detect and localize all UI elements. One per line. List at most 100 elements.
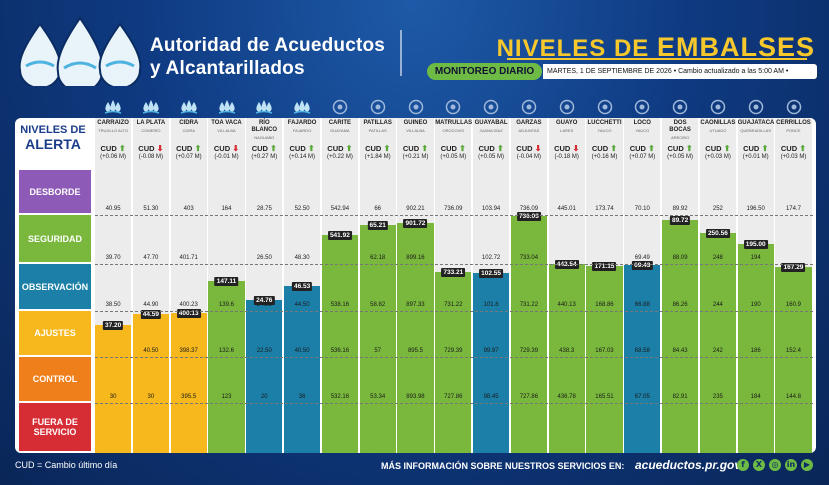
reservoir-column[interactable]: CAONILLAS UTUADO CUD ⬆ (+0.03 M) 252 248 244 24… xyxy=(699,118,736,453)
arrow-up-icon: ⬆ xyxy=(343,144,353,153)
reservoir-column[interactable]: CERRILLOS PONCE CUD ⬆ (+0.03 M) 174.7 160.9 15… xyxy=(775,118,812,453)
threshold-value: 729.39 xyxy=(444,348,463,354)
threshold-value: 252 xyxy=(712,206,723,212)
reservoir-name-text: RÍO BLANCO xyxy=(251,120,278,133)
threshold-value: 70.10 xyxy=(634,206,650,212)
cud-text: CUD xyxy=(176,144,193,153)
cud-label: CUD ⬆ xyxy=(171,144,207,153)
current-level-tag: 147.11 xyxy=(214,277,239,287)
cud-label: CUD ⬆ xyxy=(322,144,358,153)
threshold-value: 729.39 xyxy=(519,348,539,354)
reservoir-name: MATRULLAS OROCOVIS xyxy=(435,120,472,134)
arrow-up-icon: ⬆ xyxy=(305,144,315,153)
reservoir-column[interactable]: LA PLATA COMERÍO CUD ⬇ (-0.08 M) 51.30 47.70 4… xyxy=(132,118,169,453)
reservoir-column[interactable]: MATRULLAS OROCOVIS CUD ⬆ (+0.05 M) 736.09 731… xyxy=(435,118,472,453)
reservoir-town: YAUCO xyxy=(597,128,612,133)
organization-name: Autoridad de Acueductos y Alcantarillado… xyxy=(150,34,385,80)
threshold-value: 902.21 xyxy=(406,206,425,212)
linkedin-icon[interactable]: in xyxy=(785,459,797,471)
reservoir-column[interactable]: GUAJATACA QUEBRADILLAS CUD ⬆ (+0.01 M) 196.5… xyxy=(737,118,774,453)
threshold-value: 897.33 xyxy=(406,302,425,308)
reservoir-marker-icon xyxy=(520,99,538,115)
website-link[interactable]: acueductos.pr.gov xyxy=(635,458,742,472)
current-level-tag: 65.21 xyxy=(367,221,388,231)
cud-label: CUD ⬆ xyxy=(473,144,509,153)
reservoir-column[interactable]: RÍO BLANCO NAGUABO CUD ⬆ (+0.27 M) 28.75 26.5… xyxy=(246,118,283,453)
alert-level-label: FUERA DE SERVICIO xyxy=(32,417,78,437)
reservoir-column[interactable]: GARZAS ADJUNTAS CUD ⬇ (-0.04 M) 736.09 733.04… xyxy=(510,118,547,453)
reservoir-name: DOS BOCAS ARECIBO xyxy=(662,120,698,141)
cud-change-value: (+0.05 M) xyxy=(478,154,505,160)
reservoir-town: ADJUNTAS xyxy=(518,128,540,133)
arrow-up-icon: ⬆ xyxy=(608,144,618,153)
reservoir-name: RÍO BLANCO NAGUABO xyxy=(246,120,282,141)
header-divider xyxy=(400,30,402,76)
page-title: NIVELES DE EMBALSES xyxy=(497,32,815,63)
reservoir-name: CARITE GUAYAMA xyxy=(322,120,358,134)
cud-legend: CUD = Cambio último día xyxy=(15,460,118,470)
reservoir-column[interactable]: CIDRA CIDRA CUD ⬆ (+0.07 M) 403 401.71 400.23 3… xyxy=(170,118,207,453)
threshold-value: 196.50 xyxy=(746,206,765,212)
reservoir-level-fill xyxy=(586,265,623,453)
cud-change-value: (+0.21 M) xyxy=(402,154,429,160)
threshold-value: 36 xyxy=(298,394,306,400)
reservoir-column[interactable]: TOA VACA VILLALBA CUD ⬇ (-0.01 M) 164 139.6 13… xyxy=(208,118,245,453)
cud-text: CUD xyxy=(629,144,646,153)
reservoir-column[interactable]: CARITE GUAYAMA CUD ⬆ (+0.22 M) 542.94 538.16 5… xyxy=(321,118,358,453)
threshold-value: 84.43 xyxy=(672,348,688,354)
reservoir-town: PATILLAS xyxy=(368,128,387,133)
reservoir-town: COMERÍO xyxy=(141,128,161,133)
reservoir-column[interactable]: GUAYO LARES CUD ⬇ (-0.18 M) 445.01 440.13 438.… xyxy=(548,118,585,453)
reservoir-name: CIDRA CIDRA xyxy=(171,120,207,134)
threshold-value: 144.8 xyxy=(785,394,801,400)
reservoir-column[interactable]: GUAYABAL JUANA DÍAZ CUD ⬆ (+0.05 M) 103.94 10… xyxy=(473,118,510,453)
reservoir-name-text: LUCCHETTI xyxy=(587,120,622,126)
reservoir-level-fill xyxy=(359,225,396,453)
instagram-icon[interactable]: ◎ xyxy=(769,459,781,471)
current-level-tag: 46.53 xyxy=(291,281,313,291)
cud-label: CUD ⬆ xyxy=(435,144,471,153)
reservoir-column[interactable]: FAJARDO FAJARDO CUD ⬆ (+0.14 M) 52.50 48.30 44… xyxy=(284,118,321,453)
reservoir-column[interactable]: CARRAIZO TRUJILLO ALTO CUD ⬆ (+0.06 M) 40.95… xyxy=(95,118,132,453)
cud-label: CUD ⬇ xyxy=(549,144,585,153)
threshold-value: 538.16 xyxy=(330,302,350,308)
reservoir-column[interactable]: PATILLAS PATILLAS CUD ⬆ (+1.84 M) 66 62.18 58.… xyxy=(359,118,396,453)
threshold-value: 98.45 xyxy=(483,394,499,400)
alert-header: NIVELES DE ALERTA xyxy=(19,124,87,152)
reservoir-column[interactable]: GUINEO VILLALBA CUD ⬆ (+0.21 M) 902.21 899.16… xyxy=(397,118,434,453)
reservoir-column[interactable]: DOS BOCAS ARECIBO CUD ⬆ (+0.05 M) 89.92 88.09… xyxy=(662,118,699,453)
cud-text: CUD xyxy=(516,144,533,153)
facebook-icon[interactable]: f xyxy=(737,459,749,471)
reservoir-name: GUAYO LARES xyxy=(549,120,585,134)
reservoir-marker-icon xyxy=(369,99,387,115)
reservoir-name-text: CARRAIZO xyxy=(97,120,129,126)
x-icon[interactable]: X xyxy=(753,459,765,471)
reservoir-town: JUANA DÍAZ xyxy=(479,128,503,133)
reservoir-marker-icon xyxy=(407,99,425,115)
threshold-value: 893.98 xyxy=(406,394,425,400)
reservoir-name-text: CARITE xyxy=(328,120,352,126)
reservoir-column[interactable]: LUCCHETTI YAUCO CUD ⬆ (+0.16 M) 173.74 168.86… xyxy=(586,118,623,453)
reservoir-name: CERRILLOS PONCE xyxy=(775,120,811,134)
threshold-value: 20 xyxy=(260,394,268,400)
reservoir-marker-icon xyxy=(709,99,727,115)
current-level-tag: 733.21 xyxy=(441,267,466,277)
threshold-value: 152.4 xyxy=(785,348,801,354)
cud-text: CUD xyxy=(251,144,268,153)
alert-header-line-1: NIVELES DE xyxy=(20,124,86,136)
cud-label: CUD ⬆ xyxy=(246,144,282,153)
threshold-value: 731.22 xyxy=(519,302,539,308)
threshold-value: 47.70 xyxy=(143,255,159,261)
reservoir-marker-icon xyxy=(558,99,576,115)
reservoir-column[interactable]: LOCO YAUCO CUD ⬆ (+0.07 M) 70.10 69.49 66.88 68… xyxy=(624,118,661,453)
alert-level-label: DESBORDE xyxy=(29,186,81,197)
cud-text: CUD xyxy=(478,144,495,153)
threshold-value: 165.51 xyxy=(595,394,614,400)
threshold-value: 244 xyxy=(712,302,723,308)
reservoir-marker-icon xyxy=(747,99,765,115)
threshold-value: 400.23 xyxy=(179,302,198,308)
threshold-value: 82.91 xyxy=(672,394,688,400)
threshold-value: 727.86 xyxy=(444,394,463,400)
threshold-value: 48.30 xyxy=(294,255,310,261)
youtube-icon[interactable]: ▶ xyxy=(801,459,813,471)
